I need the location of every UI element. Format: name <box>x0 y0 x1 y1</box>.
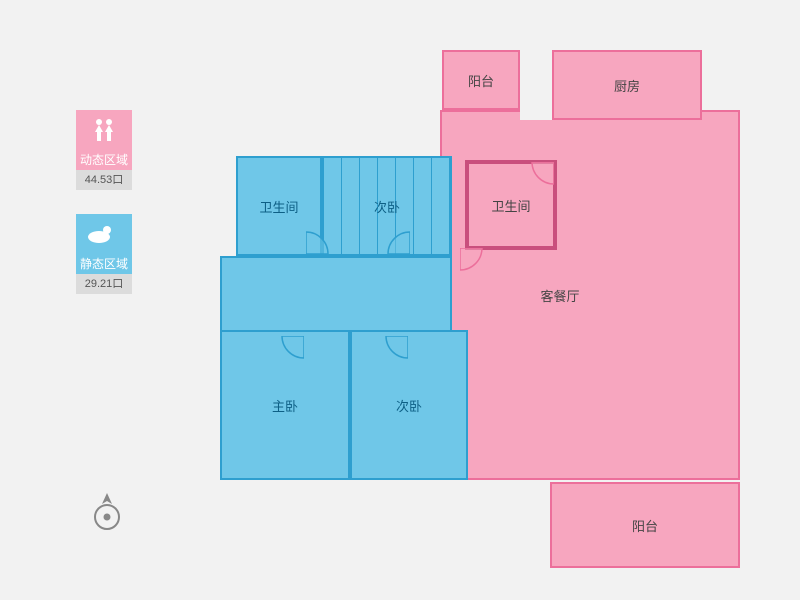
door-swing <box>366 210 410 254</box>
plan-notch <box>350 110 440 156</box>
compass-icon <box>90 490 124 532</box>
plan-notch <box>360 480 456 508</box>
legend-static-label: 静态区域 <box>76 254 132 274</box>
room-balcony_s-outline <box>550 482 740 568</box>
door-swing <box>260 336 304 380</box>
legend: 动态区域 44.53口 静态区域 29.21口 <box>76 110 136 318</box>
legend-dynamic: 动态区域 44.53口 <box>76 110 132 190</box>
plan-notch <box>440 20 740 50</box>
room-label: 卫生间 <box>259 197 298 216</box>
door-swing <box>306 210 350 254</box>
plan-notch <box>210 20 440 110</box>
legend-static: 静态区域 29.21口 <box>76 214 132 294</box>
door-swing <box>364 336 408 380</box>
plan-notch <box>210 110 236 156</box>
legend-static-icon <box>76 214 132 254</box>
room-balcony_n-outline <box>442 50 520 110</box>
floor-plan: 客餐厅厨房阳台阳台卫生间次卧卫生间主卧次卧 <box>210 20 750 580</box>
plan-notch <box>520 50 552 120</box>
plan-notch <box>228 480 328 508</box>
room-label: 客餐厅 <box>540 286 579 305</box>
room-kitchen-outline <box>552 50 702 120</box>
door-swing <box>510 162 554 206</box>
room-label: 主卧 <box>272 396 298 415</box>
legend-dynamic-icon <box>76 110 132 150</box>
plan-notch <box>250 110 328 156</box>
legend-dynamic-label: 动态区域 <box>76 150 132 170</box>
room-label: 次卧 <box>396 396 422 415</box>
legend-dynamic-value: 44.53口 <box>76 170 132 190</box>
door-swing <box>460 248 504 292</box>
legend-static-value: 29.21口 <box>76 274 132 294</box>
